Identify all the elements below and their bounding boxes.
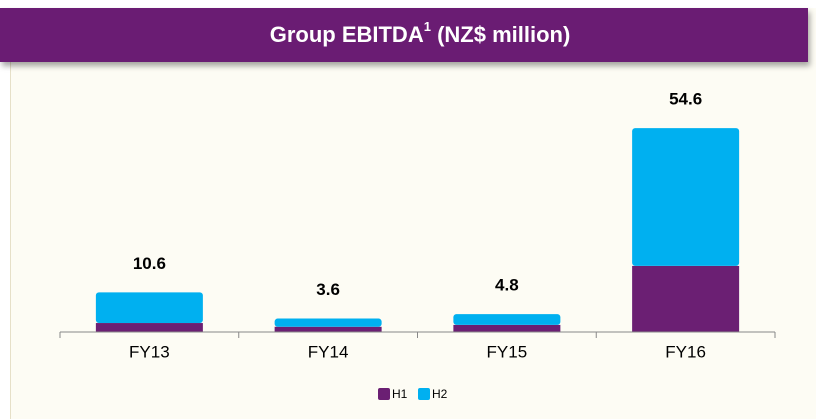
bar-segment [95, 323, 203, 332]
bar-segment [632, 265, 740, 332]
x-tick-label: FY14 [308, 342, 349, 361]
legend-swatch [378, 388, 390, 400]
legend-label: H2 [432, 387, 448, 401]
x-tick-label: FY15 [487, 342, 528, 361]
bar-segment [95, 292, 203, 324]
x-tick-label: FY13 [129, 342, 170, 361]
bar-segment [274, 326, 382, 332]
legend-label: H1 [392, 387, 408, 401]
header-bar [0, 8, 808, 62]
bar-segment [632, 128, 740, 266]
total-label: 4.8 [495, 276, 519, 295]
bar-segment [453, 324, 561, 332]
title-suffix: (NZ$ million) [431, 22, 570, 47]
legend-swatch [418, 388, 430, 400]
chart-title: Group EBITDA1 (NZ$ million) [270, 19, 571, 46]
total-label: 54.6 [669, 90, 702, 109]
bar-segment [274, 318, 382, 327]
title-superscript: 1 [424, 19, 431, 34]
bar-segment [453, 314, 561, 325]
total-label: 3.6 [316, 280, 340, 299]
total-label: 10.6 [133, 254, 166, 273]
x-tick-label: FY16 [665, 342, 706, 361]
title-main: Group EBITDA [270, 22, 424, 47]
